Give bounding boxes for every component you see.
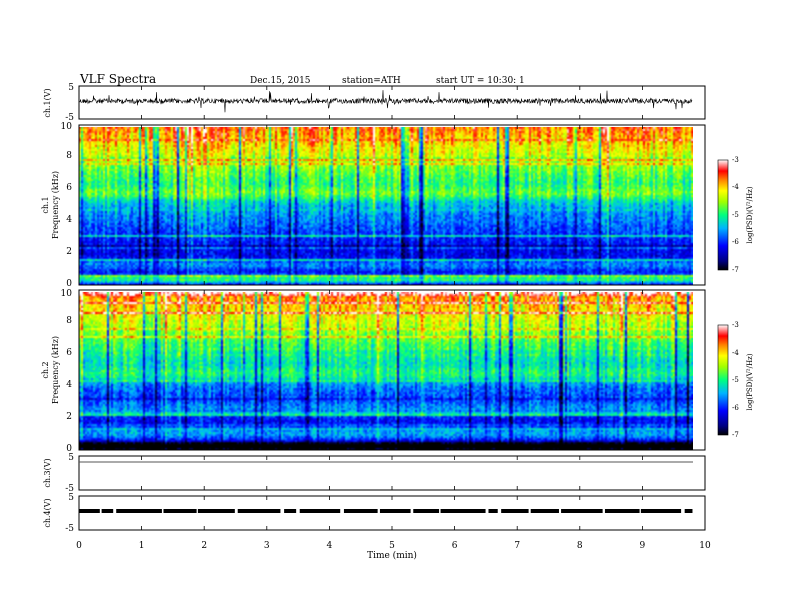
ch4-trace-segment bbox=[343, 509, 378, 513]
ch2-colorbar-tick-m5: -5 bbox=[732, 376, 739, 384]
ch4-trace-segment bbox=[379, 509, 411, 513]
ch1-ytick-2: 2 bbox=[66, 247, 72, 257]
ch1-ytick-top: 5 bbox=[68, 83, 74, 93]
ch3-waveform-ylabel: ch.3(V) bbox=[43, 458, 52, 487]
ch4-trace-segment bbox=[501, 509, 529, 513]
ch4-trace-segment bbox=[413, 509, 440, 513]
ch2-ytick-4: 4 bbox=[66, 380, 72, 390]
ch3-waveform-frame bbox=[78, 455, 706, 491]
ch1-frequency-ylabel: Frequency (kHz) bbox=[51, 171, 60, 239]
ch1-ytick-8: 8 bbox=[66, 151, 72, 161]
ch4-trace-segment bbox=[530, 509, 559, 513]
ch4-trace-segment bbox=[604, 509, 640, 513]
ch1-colorbar-tick-m4: -4 bbox=[732, 183, 739, 191]
time-tick-label: 3 bbox=[264, 541, 270, 551]
ch1-spectrogram-panel: 0 2 4 6 8 10 ch.1 Frequency (kHz) -3 -4 … bbox=[41, 122, 754, 289]
ch2-ytick-2: 2 bbox=[66, 412, 72, 422]
ch1-colorbar bbox=[717, 159, 729, 271]
ch1-ytick-bottom: -5 bbox=[65, 113, 74, 123]
ch1-waveform-panel: 5 -5 ch.1(V) bbox=[43, 83, 706, 123]
ch1-ytick-0: 0 bbox=[66, 279, 72, 289]
time-tick-label: 1 bbox=[139, 541, 145, 551]
time-tick-label: 2 bbox=[201, 541, 207, 551]
time-tick-label: 8 bbox=[577, 541, 583, 551]
ch2-ytick-0: 0 bbox=[66, 444, 72, 454]
ch2-colorbar bbox=[717, 324, 729, 436]
ch4-trace-segment bbox=[488, 509, 498, 513]
ch4-trace-segment bbox=[684, 509, 693, 513]
ch2-ytick-10: 10 bbox=[61, 289, 73, 299]
ch3-ytick-bottom: -5 bbox=[65, 484, 74, 494]
ch1-waveform-trace bbox=[78, 90, 693, 113]
ch1-ytick-10: 10 bbox=[61, 122, 73, 132]
time-tick-label: 5 bbox=[389, 541, 395, 551]
ch4-trace-segment bbox=[561, 509, 603, 513]
ch1-ytick-6: 6 bbox=[66, 183, 72, 193]
ch2-channel-label: ch.2 bbox=[41, 361, 50, 378]
ch4-trace-segment bbox=[284, 509, 297, 513]
ch2-ytick-6: 6 bbox=[66, 348, 72, 358]
ch2-colorbar-tick-m6: -6 bbox=[732, 404, 739, 412]
ch4-trace-segment bbox=[116, 509, 162, 513]
start-time-label: start UT = 10:30: 1 bbox=[436, 76, 525, 86]
time-tick-label: 9 bbox=[640, 541, 646, 551]
time-tick-label: 6 bbox=[452, 541, 458, 551]
ch2-colorbar-tick-m3: -3 bbox=[732, 321, 739, 329]
ch4-trace-segment bbox=[640, 509, 682, 513]
ch4-trace-segment bbox=[440, 509, 486, 513]
ch4-trace-segment bbox=[237, 509, 281, 513]
ch2-spectrogram-panel: 0 2 4 6 8 10 ch.2 Frequency (kHz) -3 -4 … bbox=[41, 289, 754, 454]
ch4-trace-segment bbox=[197, 509, 235, 513]
ch1-colorbar-tick-m5: -5 bbox=[732, 211, 739, 219]
ch2-spectrogram-image bbox=[79, 292, 693, 450]
ch4-ytick-top: 5 bbox=[68, 493, 74, 503]
ch2-colorbar-tick-m7: -7 bbox=[732, 431, 739, 439]
ch4-trace-segment bbox=[101, 509, 114, 513]
time-tick-label: 10 bbox=[699, 541, 711, 551]
ch4-ytick-bottom: -5 bbox=[65, 524, 74, 534]
ch4-trace-segment bbox=[79, 509, 100, 513]
ch2-colorbar-tick-m4: -4 bbox=[732, 349, 739, 357]
ch1-ytick-4: 4 bbox=[66, 215, 72, 225]
ch1-spectrogram-image bbox=[79, 127, 693, 285]
time-tick-label: 4 bbox=[327, 541, 333, 551]
figure-title: VLF Spectra bbox=[79, 72, 156, 86]
time-tick-label: 7 bbox=[514, 541, 520, 551]
ch4-waveform-trace bbox=[79, 509, 693, 513]
ch3-waveform-panel: 5 -5 ch.3(V) bbox=[43, 453, 706, 494]
time-tick-label: 0 bbox=[76, 541, 82, 551]
ch1-colorbar-label: log(PSD)(V²/Hz) bbox=[746, 186, 754, 243]
ch2-frequency-ylabel: Frequency (kHz) bbox=[51, 336, 60, 404]
ch3-ytick-top: 5 bbox=[68, 453, 74, 463]
ch2-ytick-8: 8 bbox=[66, 316, 72, 326]
ch4-waveform-ylabel: ch.4(V) bbox=[43, 498, 52, 527]
ch4-trace-segment bbox=[299, 509, 341, 513]
ch2-colorbar-label: log(PSD)(V²/Hz) bbox=[746, 353, 754, 410]
ch4-trace-segment bbox=[163, 509, 197, 513]
ch4-waveform-panel: 5 -5 ch.4(V) bbox=[43, 493, 706, 534]
ch1-colorbar-tick-m6: -6 bbox=[732, 238, 739, 246]
time-axis-label: Time (min) bbox=[367, 550, 417, 561]
ch1-channel-label: ch.1 bbox=[41, 196, 50, 213]
time-ticks: 0 1 2 3 4 5 6 7 8 9 10 bbox=[76, 86, 711, 551]
station-label: station=ATH bbox=[342, 76, 401, 86]
ch1-colorbar-tick-m7: -7 bbox=[732, 266, 739, 274]
ch1-colorbar-tick-m3: -3 bbox=[732, 156, 739, 164]
ch1-waveform-ylabel: ch.1(V) bbox=[43, 88, 52, 117]
date-label: Dec.15, 2015 bbox=[250, 76, 311, 86]
